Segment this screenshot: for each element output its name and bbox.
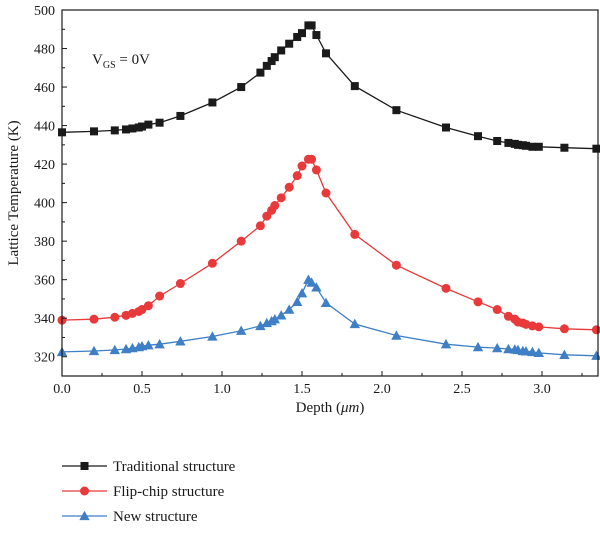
data-point <box>560 144 568 152</box>
x-tick-label: 0.0 <box>53 382 71 397</box>
legend-item-flip-chip-structure: Flip-chip structure <box>62 484 225 500</box>
data-point <box>90 315 99 324</box>
data-point <box>307 155 316 164</box>
data-point <box>293 171 302 180</box>
y-tick-label: 380 <box>34 235 55 250</box>
data-point <box>90 127 98 135</box>
legend-label: Traditional structure <box>113 459 236 475</box>
data-point <box>285 40 293 48</box>
y-tick-label: 400 <box>34 197 55 212</box>
data-point <box>176 279 185 288</box>
data-point <box>276 310 286 319</box>
y-tick-label: 420 <box>34 158 55 173</box>
data-point <box>298 29 306 37</box>
data-point <box>442 284 451 293</box>
y-tick-label: 340 <box>34 312 55 327</box>
data-point <box>111 126 119 134</box>
data-point <box>592 145 600 153</box>
x-tick-label: 1.0 <box>213 382 231 397</box>
x-tick-label: 0.5 <box>133 382 151 397</box>
series-layer <box>57 21 600 360</box>
data-point <box>392 106 400 114</box>
data-point <box>297 288 307 297</box>
data-point <box>270 201 279 210</box>
y-tick-label: 440 <box>34 120 55 135</box>
data-point <box>534 322 543 331</box>
data-point <box>350 230 359 239</box>
data-point <box>156 119 164 127</box>
data-point <box>592 325 600 334</box>
data-point <box>110 313 119 322</box>
data-point <box>493 305 502 314</box>
x-tick-label: 3.0 <box>533 382 551 397</box>
data-point <box>321 298 331 307</box>
data-point <box>442 124 450 132</box>
data-point <box>277 193 286 202</box>
y-tick-label: 460 <box>34 81 55 96</box>
y-axis-title: Lattice Temperature (K) <box>6 120 22 265</box>
legend-marker <box>81 462 89 470</box>
data-point <box>474 132 482 140</box>
data-point <box>176 112 184 120</box>
x-axis: 0.0 0.5 1.0 1.5 2.0 2.5 3.0 <box>53 371 582 397</box>
series-traditional-structure <box>58 21 600 152</box>
data-point <box>535 143 543 151</box>
data-point <box>350 319 360 328</box>
data-point <box>292 297 302 306</box>
data-point <box>322 189 331 198</box>
data-point <box>298 162 307 171</box>
vgs-annotation: VGS = 0V <box>92 52 150 71</box>
legend: Traditional structure Flip-chip structure… <box>62 459 236 525</box>
data-point <box>237 83 245 91</box>
data-point <box>322 49 330 57</box>
data-point <box>312 31 320 39</box>
data-point <box>493 137 501 145</box>
data-point <box>560 324 569 333</box>
y-tick-label: 320 <box>34 351 55 366</box>
x-tick-label: 2.0 <box>373 382 391 397</box>
legend-item-new-structure: New structure <box>62 509 198 525</box>
data-point <box>256 221 265 230</box>
y-tick-label: 360 <box>34 274 55 289</box>
data-point <box>474 297 483 306</box>
data-point <box>392 261 401 270</box>
data-point <box>155 292 164 301</box>
series-flip-chip-structure <box>58 155 600 334</box>
legend-label: Flip-chip structure <box>113 484 225 500</box>
data-point <box>285 183 294 192</box>
data-point <box>144 301 153 310</box>
x-axis-title: Depth (μm) <box>296 400 365 416</box>
data-point <box>308 21 316 29</box>
legend-label: New structure <box>113 509 198 525</box>
y-tick-label: 500 <box>34 4 55 19</box>
data-point <box>312 165 321 174</box>
data-point <box>237 237 246 246</box>
data-point <box>208 98 216 106</box>
data-point <box>208 259 217 268</box>
y-tick-label: 480 <box>34 43 55 58</box>
x-tick-label: 1.5 <box>293 382 311 397</box>
legend-marker <box>80 487 89 496</box>
x-tick-label: 2.5 <box>453 382 471 397</box>
data-point <box>144 121 152 129</box>
data-point <box>277 46 285 54</box>
data-point <box>351 82 359 90</box>
legend-item-traditional-structure: Traditional structure <box>62 459 236 475</box>
